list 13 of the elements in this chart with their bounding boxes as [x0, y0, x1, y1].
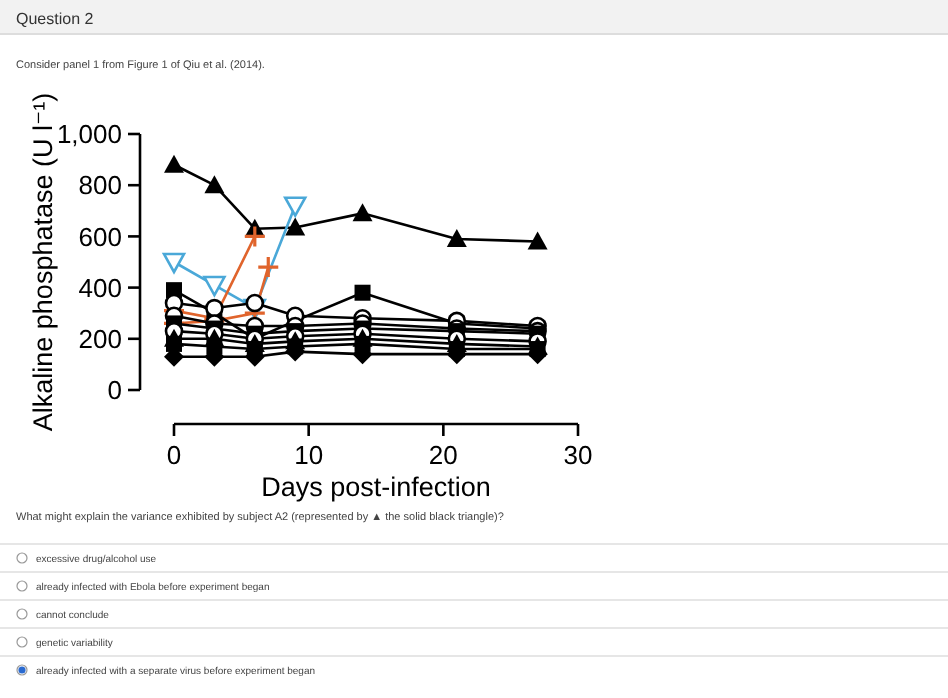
- y-tick-label: 600: [78, 221, 122, 252]
- x-tick-label: 20: [428, 440, 458, 470]
- x-axis-title: Days post-infection: [261, 472, 491, 502]
- chart-title: Question 2: [16, 10, 95, 28]
- y-axis-title: Alkaline phosphatase (U l⁻¹): [28, 92, 58, 432]
- y-tick-label: 0: [107, 375, 122, 406]
- x-tick-label: 30: [563, 440, 593, 470]
- x-tick-label: 10: [294, 440, 324, 470]
- x-tick-label: 0: [166, 440, 182, 470]
- y-tick-label: 200: [78, 323, 122, 354]
- y-tick-label: 1,000: [56, 119, 122, 150]
- y-tick-label: 800: [78, 170, 122, 201]
- y-tick-label: 400: [78, 272, 122, 303]
